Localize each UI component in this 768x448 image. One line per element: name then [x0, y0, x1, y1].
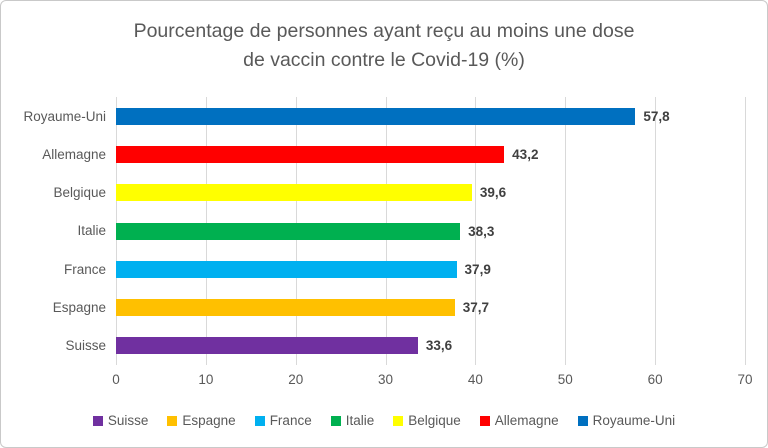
chart-title: Pourcentage de personnes ayant reçu au m…	[1, 17, 767, 75]
x-tick-label: 20	[288, 372, 304, 387]
category-label: Italie	[77, 223, 106, 239]
legend-item-espagne: Espagne	[167, 413, 236, 428]
legend-swatch	[92, 415, 103, 426]
x-tick-label: 0	[112, 372, 120, 387]
gridline	[745, 97, 746, 365]
bar-italie	[116, 222, 461, 240]
legend-swatch	[254, 415, 265, 426]
category-label: Espagne	[52, 300, 106, 316]
value-label: 43,2	[512, 146, 539, 162]
x-tick-label: 60	[647, 372, 663, 387]
value-label: 38,3	[468, 223, 495, 239]
bar-france	[116, 260, 457, 278]
legend: Suisse Espagne France Italie Belgique Allemag…	[1, 413, 767, 428]
legend-label: Italie	[345, 413, 375, 428]
x-tick-label: 50	[557, 372, 573, 387]
bar-allemagne	[116, 145, 505, 163]
x-tick-label: 70	[737, 372, 753, 387]
plot-area: 57,8 43,2 39,6 38,3 37,9 37,7 33,6	[116, 97, 746, 365]
bar-royaume-uni	[116, 107, 636, 125]
value-label: 37,7	[462, 300, 490, 316]
legend-label: Belgique	[408, 413, 461, 428]
gridline	[655, 97, 657, 365]
bar-suisse	[116, 337, 418, 355]
legend-label: Royaume-Uni	[592, 413, 676, 428]
category-label: Royaume-Uni	[23, 108, 106, 124]
legend-swatch	[577, 415, 588, 426]
value-label: 33,6	[425, 338, 453, 354]
legend-swatch	[393, 415, 404, 426]
legend-item-italie: Italie	[330, 413, 375, 428]
gridline	[565, 97, 567, 365]
chart-title-line2: de vaccin contre le Covid-19 (%)	[243, 49, 525, 71]
legend-swatch	[167, 415, 178, 426]
category-label: Belgique	[53, 185, 106, 201]
x-axis: 0 10 20 30 40 50 60 70	[112, 372, 752, 388]
legend-label: Espagne	[182, 413, 236, 428]
legend-label: Allemagne	[494, 413, 559, 428]
legend-item-belgique: Belgique	[393, 413, 461, 428]
category-label: Suisse	[65, 338, 106, 354]
value-label: 37,9	[464, 261, 491, 277]
x-tick-label: 10	[198, 372, 214, 387]
legend-label: Suisse	[107, 413, 149, 428]
x-tick-label: 40	[467, 372, 483, 387]
chart-title-line1: Pourcentage de personnes ayant reçu au m…	[133, 20, 635, 42]
legend-swatch	[330, 415, 341, 426]
value-label: 39,6	[479, 185, 507, 201]
legend-label: France	[269, 413, 312, 428]
bar-belgique	[116, 184, 472, 202]
category-label: Allemagne	[42, 146, 106, 162]
legend-item-royaume-uni: Royaume-Uni	[577, 413, 676, 428]
gridline	[475, 97, 477, 365]
legend-swatch	[479, 415, 490, 426]
category-label: France	[63, 261, 106, 277]
legend-item-allemagne: Allemagne	[479, 413, 559, 428]
value-label: 57,8	[643, 108, 670, 124]
legend-item-suisse: Suisse	[92, 413, 149, 428]
legend-item-france: France	[254, 413, 312, 428]
bar-espagne	[116, 299, 455, 317]
x-tick-label: 30	[378, 372, 394, 387]
